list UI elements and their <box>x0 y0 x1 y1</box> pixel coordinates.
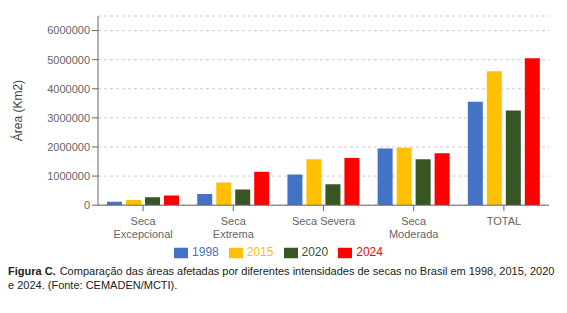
svg-text:Área (Km2): Área (Km2) <box>10 80 25 141</box>
svg-text:6000000: 6000000 <box>47 24 90 36</box>
html-text:2020: 2020 <box>301 245 329 260</box>
html-text:1998: 1998 <box>192 245 219 260</box>
svg-text:4000000: 4000000 <box>47 83 90 95</box>
html-text:2015: 2015 <box>246 245 274 260</box>
svg-text:SecaExtrema: SecaExtrema <box>213 215 255 240</box>
svg-text:Seca Severa: Seca Severa <box>292 215 356 227</box>
svg-text:1000000: 1000000 <box>47 170 90 182</box>
svg-text:3000000: 3000000 <box>47 112 90 124</box>
svg-text:5000000: 5000000 <box>47 54 90 66</box>
html-text:Figura C. Comparação das áreas: Figura C. Comparação das áreas afetadas … <box>8 265 555 291</box>
html-text:2024: 2024 <box>356 245 383 260</box>
svg-text:SecaExcepcional: SecaExcepcional <box>113 215 172 240</box>
svg-text:0: 0 <box>84 199 90 211</box>
svg-text:2000000: 2000000 <box>47 141 90 153</box>
svg-text:SecaModerada: SecaModerada <box>389 215 439 240</box>
svg-text:TOTAL: TOTAL <box>487 215 521 227</box>
